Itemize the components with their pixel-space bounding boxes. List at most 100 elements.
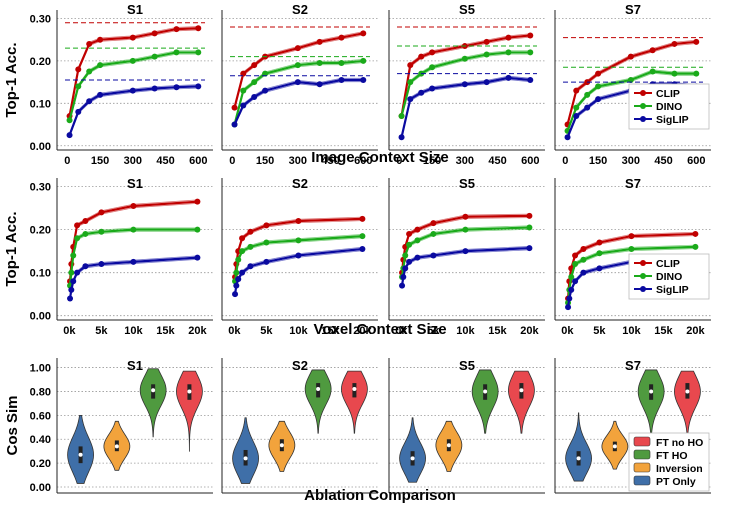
- chart-1-panel-2-xtick-label: 5k: [427, 325, 440, 337]
- chart-1-panel-0-point-clip: [74, 222, 81, 229]
- chart-0-panel-0-point-dino: [129, 57, 136, 64]
- chart-0-panel-1-series-siglip-line: [233, 78, 364, 126]
- chart-0-panel-3-xtick-label: 300: [622, 155, 640, 167]
- chart-1-panel-2-point-siglip: [526, 245, 533, 252]
- chart-1-panel-2-point-siglip: [400, 273, 407, 280]
- chart-1-panel-0-point-siglip: [98, 261, 105, 268]
- chart-1-panel-3-xtick-label: 5k: [593, 325, 606, 337]
- chart-2-panel-0-violin-ft-ho: [139, 368, 167, 438]
- chart-1-panel-2-series-clip-line: [400, 214, 530, 273]
- chart-1-panel-0: S1 0.00 0.10 0.20 0.30 0k 5k 10k 15k 20k: [30, 176, 213, 337]
- chart-1-ytick-label: 0.30: [30, 182, 51, 194]
- chart-2-panel-3-violin-ft-no-ho: [674, 370, 701, 434]
- chart-2-panel-2-title: S5: [459, 358, 475, 373]
- chart-0-panel-0-title: S1: [127, 2, 143, 17]
- chart-0-panel-3-point-clip: [649, 47, 656, 54]
- chart-2-panel-3-violin-median: [612, 444, 617, 449]
- chart-1-legend-label: SigLIP: [656, 284, 689, 296]
- chart-0-panel-0-point-siglip: [195, 83, 202, 90]
- chart-2-panel-2-violin-median: [519, 388, 524, 393]
- chart-0-panel-2-point-dino: [505, 49, 512, 56]
- chart-0-panel-2: S5 0 150 300 450 600: [388, 2, 545, 167]
- chart-1-panel-3-point-dino: [568, 273, 575, 280]
- chart-0-legend-marker-clip: [640, 90, 646, 96]
- chart-0-panel-1-point-dino: [338, 60, 345, 67]
- chart-1-panel-0-point-clip: [98, 209, 105, 216]
- chart-0-panel-0-series-siglip-band: [69, 84, 199, 134]
- chart-0-panel-2-xtick-label: 0: [396, 155, 402, 167]
- chart-0-panel-3-point-clip: [693, 38, 700, 45]
- chart-1-panel-2-xtick-label: 0k: [395, 325, 408, 337]
- chart-0-panel-0-series-clip-line: [68, 27, 199, 117]
- chart-1-panel-0-point-dino: [70, 252, 77, 259]
- chart-1-panel-3-title: S7: [625, 176, 641, 191]
- chart-2-panel-1-violin-ft-no-ho: [341, 370, 368, 434]
- chart-1-panel-2-point-siglip: [406, 258, 413, 265]
- chart-1-panel-2-point-clip: [430, 220, 437, 227]
- chart-0-panel-1-point-clip: [251, 62, 258, 69]
- chart-1-panel-3-point-siglip: [565, 304, 572, 311]
- chart-2-panel-1-violin-median: [279, 443, 284, 448]
- chart-0-panel-1-point-siglip: [360, 77, 367, 83]
- chart-0-panel-3-point-dino: [627, 77, 634, 83]
- chart-0-panel-1-series-dino-line: [233, 59, 364, 125]
- chart-1-panel-1-point-siglip: [239, 269, 246, 276]
- chart-0-xlabel: Image Context Size: [311, 149, 449, 166]
- chart-1-panel-3-point-siglip: [568, 286, 575, 293]
- chart-0-panel-0-series-siglip-band: [69, 87, 199, 137]
- chart-0-panel-3-point-dino: [595, 83, 602, 90]
- chart-1-ylabel: Top-1 Acc.: [3, 211, 20, 286]
- chart-1-panel-2-xtick-label: 15k: [488, 325, 507, 337]
- chart-0-panel-0-point-siglip: [75, 108, 82, 115]
- chart-2-panel-3-title: S7: [625, 358, 641, 373]
- chart-0-panel-1-xtick-label: 0: [229, 155, 235, 167]
- chart-0-panel-0-point-clip: [151, 30, 158, 37]
- chart-2-panel-2-violin-median: [410, 456, 415, 461]
- chart-1-panel-0-xtick-label: 0k: [63, 325, 76, 337]
- chart-0-panel-1-point-siglip: [338, 77, 345, 83]
- chart-1-panel-1-point-siglip: [295, 252, 302, 259]
- chart-0-panel-1-point-siglip: [251, 93, 258, 100]
- chart-1-legend-label: DINO: [656, 271, 682, 283]
- chart-1-ytick-label: 0.00: [30, 311, 51, 323]
- chart-0-panel-2-point-dino: [483, 51, 490, 58]
- chart-1-panel-3-xtick-label: 20k: [686, 325, 705, 337]
- chart-2-panel-0-violin-ft-no-ho: [176, 370, 203, 452]
- chart-1-panel-0-point-clip: [194, 198, 201, 205]
- chart-0-panel-2-point-dino: [429, 64, 436, 71]
- chart-1-panel-3-point-clip: [580, 246, 587, 252]
- chart-0-panel-2-xtick-label: 300: [456, 155, 474, 167]
- chart-0-panel-2-xtick-label: 600: [521, 155, 539, 167]
- chart-2-panel-2-violin-pt-only: [399, 417, 426, 483]
- chart-1-panel-1-point-dino: [233, 269, 240, 276]
- chart-0-panel-3-point-dino: [573, 104, 580, 111]
- chart-1-panel-2-point-siglip: [462, 248, 469, 255]
- chart-2-legend-swatch-ft-no-ho: [633, 436, 651, 447]
- chart-0-panel-3-series-clip-band: [567, 39, 697, 123]
- chart-0-legend-marker-dino: [640, 103, 646, 109]
- chart-0-panel-0-point-siglip: [86, 98, 93, 105]
- chart-1-panel-2-point-clip: [462, 213, 469, 220]
- chart-2-panel-1-violin-median: [243, 456, 248, 461]
- chart-1-panel-0-point-siglip: [194, 254, 201, 261]
- chart-1-panel-0-point-dino: [74, 235, 81, 242]
- chart-1-panel-2-point-dino: [402, 252, 409, 259]
- chart-0-panel-3-point-siglip: [573, 113, 580, 120]
- chart-0-panel-2-series-siglip-band: [401, 79, 531, 140]
- chart-2-panel-3-violin-median: [685, 389, 690, 394]
- chart-1-panel-2-series-clip-band: [401, 213, 530, 271]
- chart-1-panel-0-series-clip-band: [69, 202, 198, 284]
- chart-0-panel-1-point-dino: [360, 57, 367, 64]
- chart-1-legend-marker-siglip: [640, 286, 646, 292]
- chart-0-panel-0-point-clip: [75, 66, 82, 73]
- chart-1-panel-1-point-dino: [295, 237, 302, 244]
- chart-1-panel-0-xtick-label: 20k: [188, 325, 207, 337]
- chart-1-panel-2-point-dino: [414, 237, 421, 244]
- chart-1-panel-2-xtick-label: 10k: [456, 325, 475, 337]
- chart-0-panel-0-point-clip: [195, 25, 202, 32]
- chart-1-panel-0-series-dino-band: [69, 227, 198, 284]
- chart-0-panel-1-point-dino: [316, 60, 323, 67]
- chart-1-panel-1-point-clip: [295, 218, 302, 225]
- chart-1-panel-3-point-siglip: [596, 265, 603, 272]
